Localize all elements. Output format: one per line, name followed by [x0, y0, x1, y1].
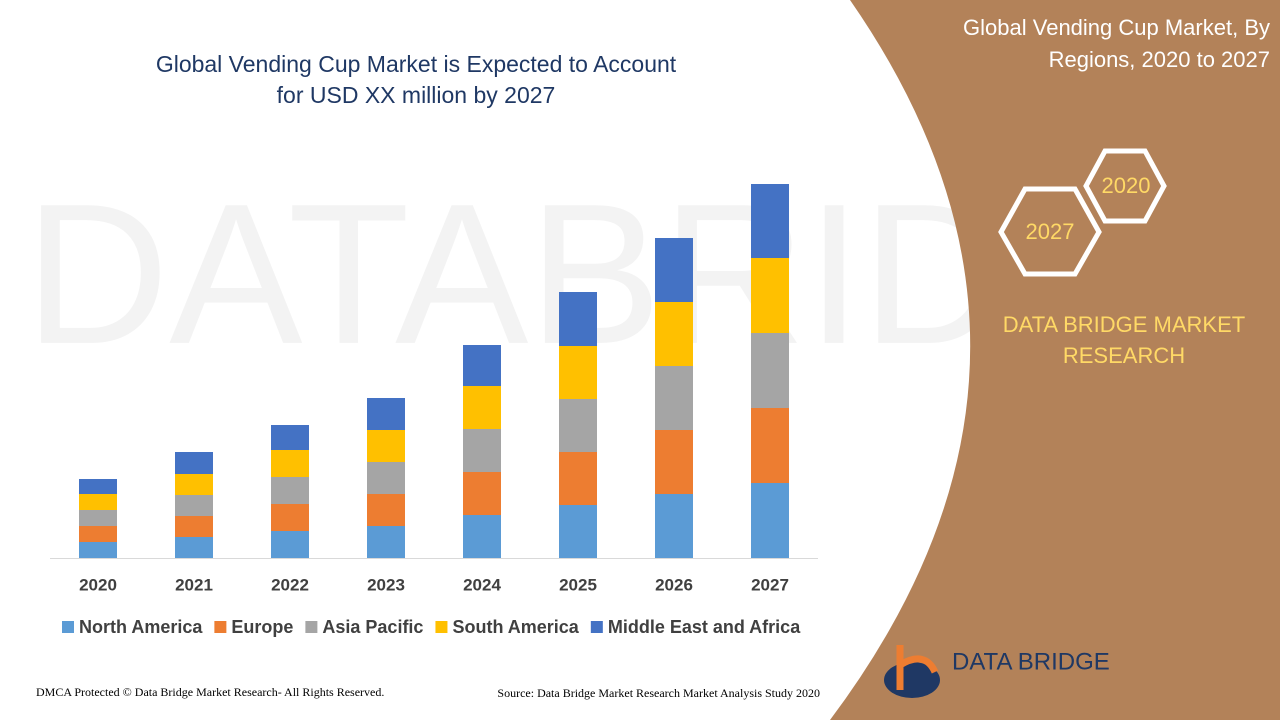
x-tick-label: 2020 [79, 575, 117, 594]
bar-segment [175, 452, 213, 474]
bar-segment [655, 494, 693, 558]
bar-segment [655, 302, 693, 366]
bar-segment [367, 526, 405, 558]
hexagon [998, 186, 1102, 277]
bar-segment [367, 398, 405, 430]
footer-text: DMCA Protected © Data Bridge Market Rese… [36, 685, 384, 699]
hex-label: 2027 [1026, 219, 1075, 244]
x-tick-label: 2024 [463, 575, 501, 594]
legend-label: North America [79, 617, 203, 637]
x-tick-label: 2027 [751, 575, 789, 594]
bar-segment [463, 472, 501, 515]
bar-segment [559, 346, 597, 399]
logo-icon [896, 645, 939, 690]
bar-segment [751, 258, 789, 333]
panel-title: Global Vending Cup Market, By [963, 15, 1270, 40]
legend-label: Asia Pacific [322, 617, 423, 637]
bar-segment [559, 399, 597, 452]
bar-segment [463, 386, 501, 429]
bar-segment [751, 333, 789, 408]
bar-segment [367, 462, 405, 494]
bar-segment [751, 408, 789, 483]
bar-segment [175, 537, 213, 558]
x-tick-label: 2026 [655, 575, 693, 594]
bar-segment [271, 504, 309, 531]
bar-segment [751, 184, 789, 258]
bar-segment [655, 366, 693, 430]
bar-segment [559, 505, 597, 558]
x-tick-label: 2023 [367, 575, 405, 594]
bar-segment [271, 531, 309, 558]
bar-segment [175, 516, 213, 537]
bar-segment [655, 238, 693, 302]
brand-text: RESEARCH [1063, 343, 1185, 368]
legend-swatch [590, 621, 603, 633]
footer-text: Source: Data Bridge Market Research Mark… [497, 686, 820, 700]
bar-segment [463, 515, 501, 558]
bar-segment [463, 429, 501, 472]
hex-label: 2020 [1102, 173, 1151, 198]
x-tick-label: 2021 [175, 575, 213, 594]
bar-segment [79, 479, 117, 494]
legend-swatch [305, 621, 318, 633]
legend-swatch [435, 621, 448, 633]
side-panel [830, 0, 1280, 720]
bar-segment [559, 452, 597, 505]
bar-segment [463, 345, 501, 386]
x-tick-label: 2022 [271, 575, 309, 594]
bar-segment [367, 494, 405, 526]
legend-label: Middle East and Africa [608, 617, 801, 637]
hexagon [1083, 148, 1167, 224]
chart-title: Global Vending Cup Market is Expected to… [156, 51, 677, 77]
legend-label: Europe [231, 617, 293, 637]
legend-swatch [62, 621, 74, 633]
brand-text: DATA BRIDGE MARKET [1003, 312, 1245, 337]
bar-segment [655, 430, 693, 494]
legend-swatch [214, 621, 227, 633]
panel-title: Regions, 2020 to 2027 [1049, 47, 1270, 72]
legend-label: South America [452, 617, 579, 637]
bar-segment [271, 477, 309, 504]
bar-segment [175, 495, 213, 516]
bar-segment [751, 483, 789, 558]
x-tick-label: 2025 [559, 575, 597, 594]
bar-segment [79, 542, 117, 558]
bar-segment [79, 510, 117, 526]
bar-segment [79, 526, 117, 542]
chart-title: for USD XX million by 2027 [277, 82, 556, 108]
logo-text: DATA BRIDGE [952, 648, 1110, 675]
bar-segment [79, 494, 117, 510]
bar-segment [271, 425, 309, 450]
bar-segment [559, 292, 597, 346]
bar-segment [367, 430, 405, 462]
bar-segment [175, 474, 213, 495]
bar-segment [271, 450, 309, 477]
